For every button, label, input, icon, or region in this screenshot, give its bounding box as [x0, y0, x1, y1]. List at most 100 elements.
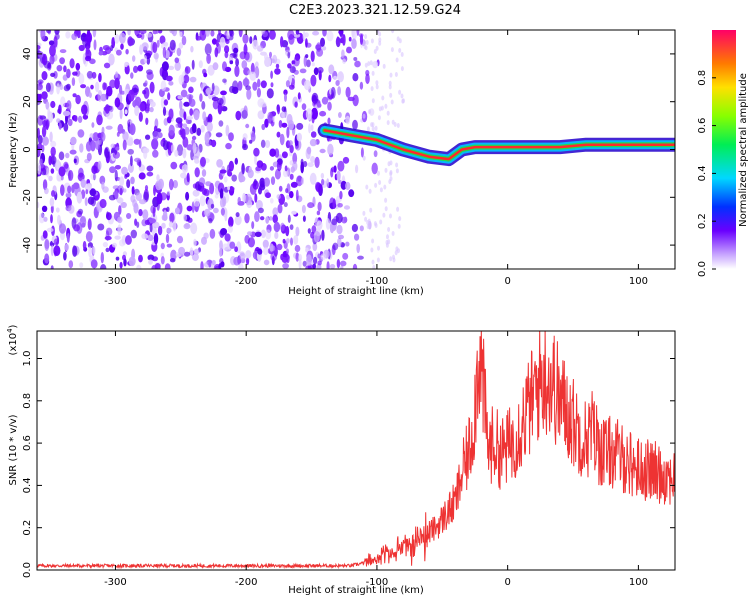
noise-blob [130, 155, 133, 167]
noise-speckle [396, 206, 400, 212]
noise-blob [283, 202, 288, 208]
noise-blob [109, 166, 116, 174]
noise-blob [134, 105, 140, 117]
noise-blob [59, 49, 67, 54]
noise-blob [167, 92, 171, 101]
noise-blob [82, 240, 87, 250]
noise-blob [212, 62, 219, 71]
noise-blob [246, 88, 252, 100]
noise-blob [72, 93, 77, 98]
noise-blob [192, 189, 200, 197]
signal-track-core [323, 129, 675, 161]
noise-blob [342, 252, 349, 260]
noise-blob [44, 187, 49, 195]
noise-speckle [397, 248, 400, 254]
noise-blob [119, 107, 123, 120]
noise-blob [104, 146, 110, 159]
noise-blob [249, 139, 253, 144]
noise-blob [181, 35, 187, 46]
noise-speckle [389, 213, 392, 219]
noise-blob [256, 87, 261, 98]
noise-blob [295, 252, 300, 262]
spectrogram-x-tick-label: -300 [104, 276, 127, 287]
noise-blob [65, 152, 70, 159]
noise-blob [284, 93, 287, 102]
noise-blob [89, 133, 94, 139]
noise-blob [90, 173, 97, 181]
noise-blob [58, 104, 62, 115]
noise-blob [117, 216, 123, 224]
noise-blob [281, 111, 288, 119]
noise-blob [87, 37, 91, 47]
noise-blob [108, 53, 115, 66]
noise-blob [306, 59, 311, 68]
noise-blob [119, 32, 126, 44]
noise-blob [109, 79, 116, 89]
noise-blob [242, 133, 248, 141]
noise-blob [313, 256, 318, 265]
noise-blob [340, 265, 344, 269]
noise-blob [90, 140, 96, 152]
noise-speckle [364, 62, 368, 68]
noise-blob [285, 225, 290, 237]
noise-blob [312, 263, 317, 269]
noise-blob [358, 33, 364, 38]
snr-x-tick-label: 0 [504, 577, 510, 588]
noise-blob [345, 181, 351, 191]
noise-blob [214, 193, 219, 199]
noise-speckle [375, 84, 379, 90]
noise-blob [70, 136, 77, 145]
noise-blob [205, 87, 212, 95]
noise-blob [341, 49, 345, 58]
noise-speckle [371, 70, 375, 76]
noise-blob [310, 50, 315, 62]
noise-speckle [379, 219, 383, 225]
noise-blob [141, 42, 149, 51]
noise-blob [373, 150, 378, 158]
noise-blob [66, 83, 71, 90]
snr-plot-area [37, 331, 675, 570]
noise-blob [272, 214, 279, 224]
noise-blob [139, 199, 147, 205]
noise-speckle [390, 47, 394, 53]
noise-blob [274, 231, 279, 239]
noise-blob [305, 54, 309, 59]
colorbar-ticks: 0.0 0.2 0.4 0.6 0.8 [697, 70, 716, 277]
noise-blob [119, 176, 125, 187]
noise-blob [332, 242, 339, 251]
noise-blob [300, 177, 304, 185]
noise-blob [213, 207, 219, 214]
noise-blob [322, 30, 327, 37]
noise-blob [306, 254, 312, 266]
noise-blob [50, 146, 56, 157]
noise-blob [180, 89, 188, 98]
noise-speckle [388, 80, 392, 86]
noise-blob [285, 80, 290, 88]
noise-speckle [383, 184, 387, 190]
noise-speckle [382, 63, 386, 69]
noise-blob [353, 57, 358, 61]
noise-blob [275, 63, 280, 69]
noise-blob [287, 63, 292, 69]
spectrogram-y-label: Frequency (Hz) [8, 112, 19, 188]
noise-blob [360, 147, 364, 158]
noise-blob [272, 207, 279, 217]
noise-speckle [367, 61, 371, 67]
noise-blob [157, 30, 163, 34]
noise-blob [225, 38, 230, 45]
noise-blob [141, 233, 149, 240]
noise-blob [127, 162, 134, 173]
noise-blob [41, 71, 48, 81]
noise-blob [295, 226, 300, 237]
noise-blob [119, 187, 123, 196]
noise-blob [193, 198, 200, 207]
noise-blob [170, 249, 177, 261]
noise-blob [260, 180, 265, 188]
noise-blob [60, 96, 66, 108]
noise-speckle [400, 52, 404, 57]
noise-blob [81, 104, 88, 115]
noise-blob [204, 132, 210, 144]
noise-speckle [370, 38, 374, 44]
noise-blob [249, 71, 257, 81]
noise-speckle [389, 171, 393, 177]
